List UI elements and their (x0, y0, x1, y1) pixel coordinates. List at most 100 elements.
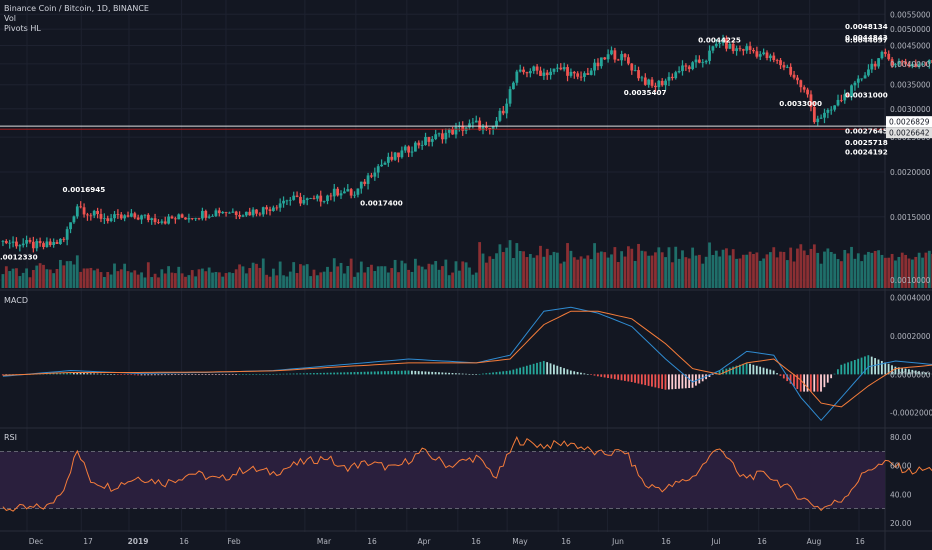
volume-bar (556, 252, 559, 288)
macd-histogram-bar (847, 362, 849, 375)
macd-histogram-bar (914, 370, 917, 375)
macd-axis-label: 0.0002000 (890, 332, 931, 341)
pivot-label: 0.0024192 (845, 147, 888, 156)
candle-body (410, 151, 414, 153)
volume-bar (383, 266, 387, 288)
macd-histogram-bar (843, 363, 846, 375)
volume-bar (424, 269, 427, 288)
macd-histogram-bar (485, 373, 488, 375)
candle-body (542, 72, 546, 76)
candle-body (153, 218, 157, 223)
macd-histogram-bar (137, 374, 139, 376)
volume-bar (55, 268, 59, 288)
volume-bar (366, 267, 370, 288)
volume-bar (441, 266, 444, 288)
macd-histogram-bar (816, 374, 819, 392)
volume-bar (356, 272, 360, 288)
time-axis[interactable]: Dec 17 2019 16 Feb Mar 16 Apr 16 May 16 Jun 16 Jul 16 A… (29, 537, 865, 546)
volume-bar (69, 261, 72, 288)
volume-bar (359, 261, 363, 288)
rsi-band (0, 451, 885, 509)
volume-bar (224, 273, 228, 288)
macd-histogram-bar (678, 374, 680, 389)
macd-histogram-bar (904, 368, 907, 375)
macd-histogram-bar (651, 374, 653, 387)
macd-histogram-bar (221, 374, 224, 375)
candle-body (775, 60, 779, 61)
volume-bar (386, 272, 390, 288)
candle-body (697, 59, 701, 63)
volume-bar (620, 251, 624, 288)
volume-bar (18, 276, 22, 288)
price-axis-label: 0.0015000 (890, 213, 931, 222)
candle-body (123, 215, 127, 219)
volume-bar (295, 273, 299, 288)
volume-bar (397, 272, 400, 288)
volume-bar (508, 240, 512, 288)
macd-histogram-bar (749, 363, 751, 375)
candle-body (677, 71, 681, 73)
macd-histogram-bar (471, 374, 474, 375)
volume-bar (312, 269, 316, 288)
volume-bar (667, 247, 671, 288)
candle-body (390, 156, 394, 160)
volume-bar (914, 256, 918, 288)
macd-histogram-bar (177, 374, 180, 375)
candle-body (883, 51, 887, 54)
rsi-pane (2, 435, 932, 512)
macd-histogram-bar (143, 374, 146, 376)
macd-histogram-bar (444, 372, 447, 375)
volume-bar (417, 265, 421, 288)
macd-histogram-bar (583, 373, 586, 375)
macd-histogram-bar (566, 369, 569, 375)
candle-body (802, 87, 806, 90)
candle-body (35, 241, 39, 249)
macd-histogram-bar (350, 372, 352, 375)
volume-indicator-label[interactable]: Vol (4, 14, 16, 23)
candle-body (471, 122, 475, 124)
volume-bar (839, 261, 843, 288)
volume-bar (583, 258, 586, 288)
volume-bar (589, 259, 593, 288)
candle-body (444, 132, 448, 140)
candle-body (339, 193, 343, 196)
macd-histogram-bar (282, 373, 285, 375)
volume-bar (559, 263, 563, 288)
candle-body (244, 211, 248, 216)
candle-body (890, 59, 894, 66)
macd-histogram-bar (394, 370, 396, 375)
price-axis-label: 0.0050000 (890, 25, 931, 34)
macd-histogram-bar (262, 374, 265, 375)
price-axis[interactable]: 0.0055000 0.0050000 0.0045000 0.0040000 0.00… (886, 10, 932, 528)
volume-bar (562, 261, 566, 288)
macd-histogram-bar (76, 372, 79, 375)
candle-body (99, 214, 103, 219)
volume-bar (782, 251, 786, 288)
candle-body (887, 53, 891, 60)
candle-body (468, 123, 471, 128)
symbol-title[interactable]: Binance Coin / Bitcoin, 1D, BINANCE (4, 4, 149, 13)
macd-histogram-bar (356, 371, 359, 375)
macd-histogram-bar (640, 374, 643, 385)
macd-histogram-bar (380, 371, 383, 375)
candle-body (694, 59, 698, 63)
macd-histogram-bar (772, 370, 775, 375)
price-axis-label: 0.0020000 (890, 168, 931, 177)
candle-body (126, 215, 130, 217)
macd-histogram-bar (867, 355, 870, 375)
price-label-box (886, 116, 932, 128)
rsi-title[interactable]: RSI (4, 433, 17, 442)
candle-body (637, 70, 640, 79)
volume-bar (82, 268, 86, 288)
pivots-indicator-label[interactable]: Pivots HL (4, 24, 41, 33)
macd-histogram-bar (779, 374, 782, 376)
macd-histogram-bar (671, 374, 674, 390)
candle-body (454, 127, 458, 135)
candle-body (272, 207, 275, 211)
macd-title[interactable]: MACD (4, 296, 28, 305)
macd-histogram-bar (684, 374, 687, 389)
time-axis-label: 16 (661, 537, 671, 546)
volume-bar (461, 261, 465, 288)
candle-body (562, 67, 566, 70)
